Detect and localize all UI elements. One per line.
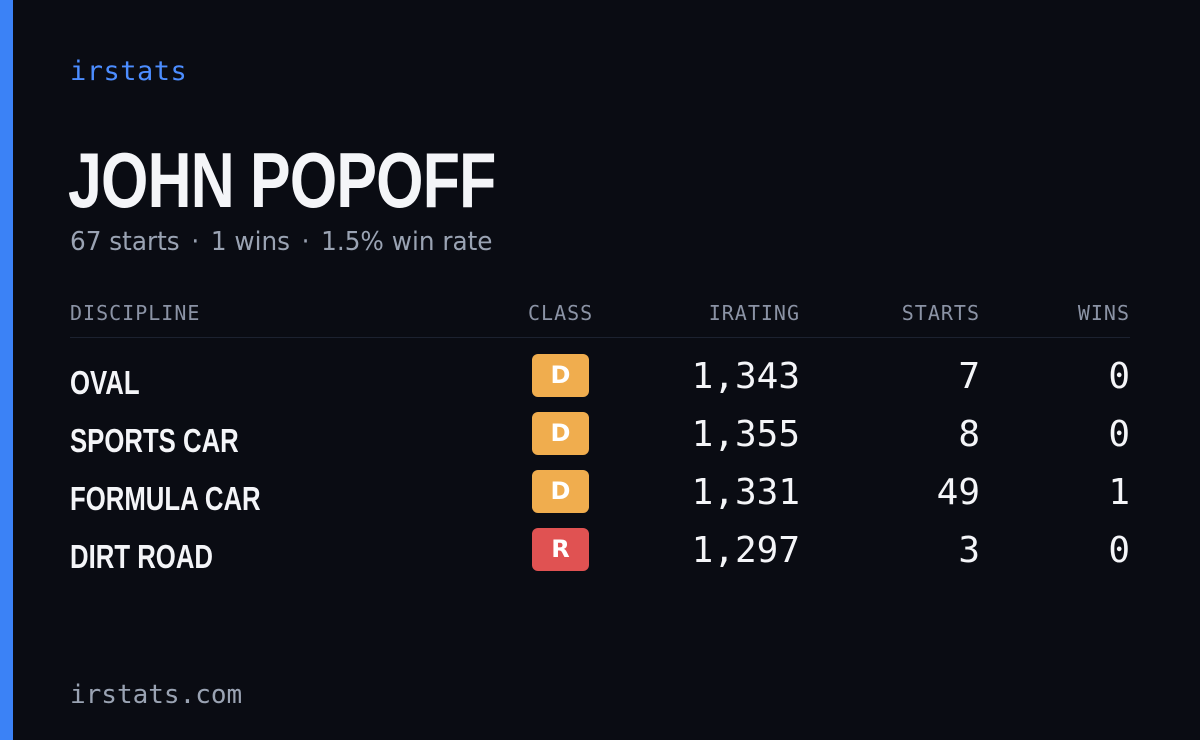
discipline-name: OVAL bbox=[70, 364, 140, 401]
accent-bar bbox=[0, 0, 13, 740]
column-header-discipline: DISCIPLINE bbox=[70, 301, 201, 325]
column-header-wins: WINS bbox=[1077, 301, 1130, 325]
column-header-irating: IRATING bbox=[708, 301, 800, 325]
starts-value: 7 bbox=[958, 356, 980, 397]
table-header: DISCIPLINE CLASS IRATING STARTS WINS bbox=[70, 296, 1130, 338]
summary-wins: 1 wins bbox=[210, 227, 290, 257]
wins-value: 0 bbox=[1108, 530, 1130, 571]
wins-value: 0 bbox=[1108, 356, 1130, 397]
table-body: OVAL D 1,343 7 0 SPORTS CAR D 1,355 8 0 … bbox=[70, 338, 1130, 586]
column-header-starts: STARTS bbox=[901, 301, 980, 325]
table-row: SPORTS CAR D 1,355 8 0 bbox=[70, 412, 1130, 470]
summary-win-rate: 1.5% win rate bbox=[321, 227, 493, 257]
wins-value: 1 bbox=[1108, 472, 1130, 513]
driver-summary: 67 starts · 1 wins · 1.5% win rate bbox=[70, 227, 493, 257]
irating-value: 1,297 bbox=[691, 530, 800, 571]
discipline-name: FORMULA CAR bbox=[70, 480, 261, 517]
table-row: DIRT ROAD R 1,297 3 0 bbox=[70, 528, 1130, 586]
irating-value: 1,343 bbox=[691, 356, 800, 397]
discipline-name: SPORTS CAR bbox=[70, 422, 239, 459]
starts-value: 3 bbox=[958, 530, 980, 571]
table-row: OVAL D 1,343 7 0 bbox=[70, 354, 1130, 412]
irating-value: 1,355 bbox=[691, 414, 800, 455]
starts-value: 49 bbox=[936, 472, 980, 513]
table-row: FORMULA CAR D 1,331 49 1 bbox=[70, 470, 1130, 528]
class-badge: D bbox=[532, 412, 589, 455]
starts-value: 8 bbox=[958, 414, 980, 455]
driver-name: JOHN POPOFF bbox=[68, 136, 496, 224]
class-badge: R bbox=[532, 528, 589, 571]
discipline-name: DIRT ROAD bbox=[70, 538, 213, 575]
license-table: DISCIPLINE CLASS IRATING STARTS WINS OVA… bbox=[70, 296, 1130, 586]
summary-starts: 67 starts bbox=[70, 227, 180, 257]
summary-separator: · bbox=[191, 227, 200, 257]
wins-value: 0 bbox=[1108, 414, 1130, 455]
brand-logo-text: irstats bbox=[70, 56, 188, 87]
irating-value: 1,331 bbox=[691, 472, 800, 513]
footer-site-url: irstats.com bbox=[70, 680, 243, 710]
summary-separator: · bbox=[301, 227, 310, 257]
column-header-class: CLASS bbox=[528, 301, 594, 325]
class-badge: D bbox=[532, 354, 589, 397]
class-badge: D bbox=[532, 470, 589, 513]
